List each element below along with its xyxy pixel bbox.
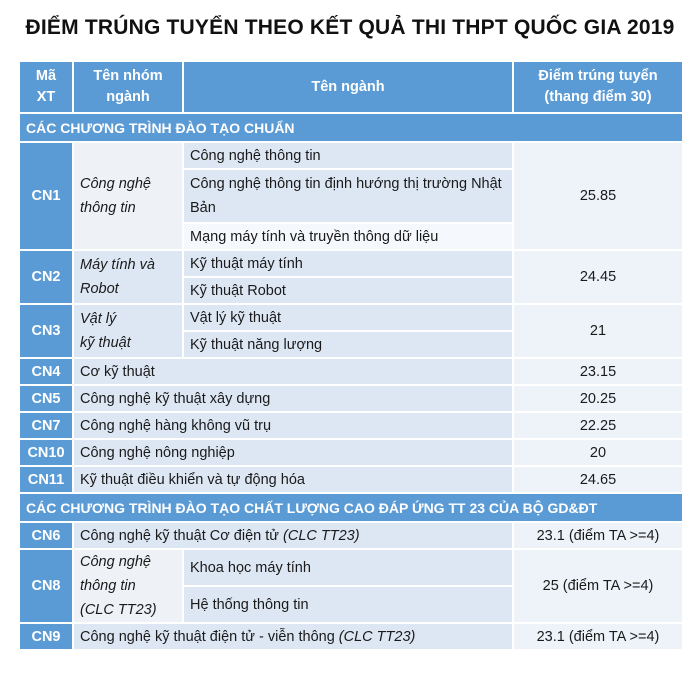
admission-score-table: Mã XT Tên nhóm ngành Tên ngành Điểm trún… [18,60,684,651]
row-code: CN11 [18,465,74,494]
row-major: Mạng máy tính và truyền thông dữ liệu [182,222,514,251]
row-code: CN5 [18,384,74,413]
table-row: CN3 Vật lý kỹ thuật Vật lý kỹ thuật 21 [18,303,684,359]
row-major: Công nghệ kỹ thuật điện tử - viễn thông … [72,622,514,651]
row-group: Vật lý kỹ thuật [72,303,184,359]
table-header-row: Mã XT Tên nhóm ngành Tên ngành Điểm trún… [18,60,684,114]
row-major: Công nghệ kỹ thuật xây dựng [72,384,514,413]
row-group: Công nghệ thông tin [72,141,184,251]
table-row: Mạng máy tính và truyền thông dữ liệu [19,222,683,251]
row-major: Công nghệ hàng không vũ trụ [72,411,514,440]
table-row: CN5 Công nghệ kỹ thuật xây dựng 20.25 [18,384,684,413]
table-row: Công nghệ thông tin định hướng thị trườn… [19,168,683,224]
row-major: Cơ kỹ thuật [72,357,514,386]
row-code: CN9 [18,622,74,651]
row-code: CN6 [18,521,74,550]
table-row: CN8 Công nghệ thông tin (CLC TT23) Khoa … [18,548,684,624]
table-row: CN6 Công nghệ kỹ thuật Cơ điện tử (CLC T… [18,521,684,550]
row-major: Công nghệ nông nghiệp [72,438,514,467]
section-row-high-quality: CÁC CHƯƠNG TRÌNH ĐÀO TẠO CHẤT LƯỢNG CAO … [18,492,684,523]
section-title: CÁC CHƯƠNG TRÌNH ĐÀO TẠO CHUẨN [18,112,684,143]
row-score: 25.85 [512,141,684,251]
table-row: CN11 Kỹ thuật điều khiển và tự động hóa … [18,465,684,494]
row-score: 23.15 [512,357,684,386]
row-note: (CLC TT23) [283,527,360,544]
table-row: CN2 Máy tính và Robot Kỹ thuật máy tính … [18,249,684,305]
row-score: 22.25 [512,411,684,440]
row-score: 20.25 [512,384,684,413]
row-group: Công nghệ thông tin (CLC TT23) [72,548,184,624]
table-row: Kỹ thuật Robot [19,276,683,305]
row-major: Kỹ thuật Robot [182,276,514,305]
row-major: Vật lý kỹ thuật [182,303,514,332]
row-code: CN3 [18,303,74,359]
row-major: Công nghệ kỹ thuật Cơ điện tử (CLC TT23) [72,521,514,550]
row-major: Hệ thống thông tin [182,585,514,624]
row-score: 25 (điểm TA >=4) [512,548,684,624]
table-row: CN7 Công nghệ hàng không vũ trụ 22.25 [18,411,684,440]
header-score: Điểm trúng tuyển (thang điểm 30) [512,60,684,114]
section-title: CÁC CHƯƠNG TRÌNH ĐÀO TẠO CHẤT LƯỢNG CAO … [18,492,684,523]
row-score: 23.1 (điểm TA >=4) [512,622,684,651]
row-score: 24.65 [512,465,684,494]
row-code: CN1 [18,141,74,251]
section-row-standard: CÁC CHƯƠNG TRÌNH ĐÀO TẠO CHUẨN [18,112,684,143]
row-code: CN4 [18,357,74,386]
header-major: Tên ngành [182,60,514,114]
row-major: Kỹ thuật năng lượng [182,330,514,359]
row-score: 20 [512,438,684,467]
row-major: Khoa học máy tính [182,548,514,587]
row-note: (CLC TT23) [338,628,416,645]
row-major: Công nghệ thông tin định hướng thị trườn… [182,168,514,224]
table-row: CN4 Cơ kỹ thuật 23.15 [18,357,684,386]
row-code: CN8 [18,548,74,624]
table-row: Kỹ thuật năng lượng [19,330,683,359]
row-code: CN10 [18,438,74,467]
table-row: CN10 Công nghệ nông nghiệp 20 [18,438,684,467]
table-row: CN1 Công nghệ thông tin Công nghệ thông … [18,141,684,251]
row-score: 23.1 (điểm TA >=4) [512,521,684,550]
row-score: 24.45 [512,249,684,305]
page-title: ĐIỂM TRÚNG TUYỂN THEO KẾT QUẢ THI THPT Q… [25,16,675,39]
row-score: 21 [512,303,684,359]
header-code: Mã XT [18,60,74,114]
row-group: Máy tính và Robot [72,249,184,305]
header-group: Tên nhóm ngành [72,60,184,114]
row-code: CN7 [18,411,74,440]
row-major: Kỹ thuật máy tính [182,249,514,278]
row-code: CN2 [18,249,74,305]
table-row: CN9 Công nghệ kỹ thuật điện tử - viễn th… [18,622,684,651]
table-row: Hệ thống thông tin [19,585,683,624]
row-major: Công nghệ thông tin [182,141,514,170]
row-major: Kỹ thuật điều khiển và tự động hóa [72,465,514,494]
